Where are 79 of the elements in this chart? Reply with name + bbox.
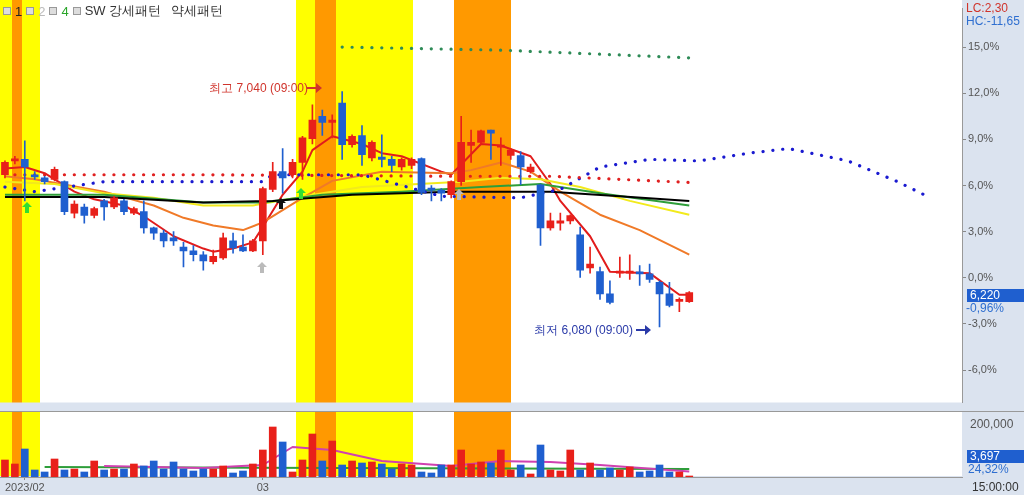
bar bbox=[20, 448, 29, 477]
bar bbox=[467, 463, 475, 477]
bar bbox=[209, 468, 218, 477]
y-tick-label: 3,0% bbox=[968, 224, 994, 237]
text: LC:2,30 bbox=[966, 1, 1009, 15]
bar bbox=[268, 426, 277, 477]
bar bbox=[100, 469, 108, 477]
bar bbox=[30, 469, 39, 477]
bar bbox=[318, 460, 327, 477]
bar bbox=[477, 461, 485, 477]
bar bbox=[169, 461, 178, 477]
y-tick-label: 0,0% bbox=[968, 270, 994, 283]
bar bbox=[506, 469, 515, 477]
bar bbox=[219, 465, 227, 477]
bar bbox=[576, 469, 585, 477]
bar bbox=[586, 462, 594, 477]
bar bbox=[566, 449, 575, 477]
bar bbox=[1, 459, 9, 477]
bar bbox=[50, 458, 59, 477]
bar bbox=[497, 449, 505, 477]
annotation: SW 강세패턴 bbox=[84, 2, 162, 20]
bar bbox=[90, 460, 99, 477]
text: 15:00:00 bbox=[972, 480, 1019, 494]
bar bbox=[278, 441, 287, 477]
annotation: 1 bbox=[15, 3, 23, 19]
x-tick-label: 2023/02 bbox=[4, 480, 45, 493]
text: 6,220 bbox=[967, 288, 1024, 302]
bar bbox=[229, 472, 237, 477]
candlestick bbox=[20, 140, 29, 202]
annotation: 약세패턴 bbox=[171, 2, 224, 20]
candlestick bbox=[378, 134, 386, 168]
bar bbox=[516, 464, 525, 477]
y-tick-label: -6,0% bbox=[968, 363, 997, 376]
bar bbox=[110, 468, 118, 477]
bar bbox=[457, 449, 465, 477]
bar bbox=[616, 469, 624, 477]
bar bbox=[199, 468, 208, 477]
text: HC:-11,65 bbox=[966, 14, 1020, 28]
bar bbox=[139, 465, 148, 477]
bar bbox=[249, 463, 257, 477]
text: 200,000 bbox=[970, 417, 1014, 431]
bar bbox=[487, 462, 495, 477]
y-tick-label: -3,0% bbox=[968, 316, 997, 329]
candlestick bbox=[487, 129, 495, 160]
bar bbox=[368, 461, 376, 477]
bar bbox=[358, 462, 366, 477]
candlestick bbox=[625, 254, 634, 280]
bar bbox=[635, 471, 644, 477]
bar bbox=[378, 463, 386, 477]
bar bbox=[239, 470, 247, 477]
bar bbox=[348, 460, 356, 477]
text: 3,697 bbox=[967, 449, 1024, 463]
bar bbox=[625, 466, 634, 477]
bar bbox=[387, 468, 396, 477]
y-tick-label: 9,0% bbox=[968, 132, 994, 145]
bar bbox=[606, 467, 614, 477]
candlestick bbox=[239, 234, 247, 252]
y-tick-label: 6,0% bbox=[968, 178, 994, 191]
bar bbox=[596, 469, 604, 477]
annotation: 최저 6,080 (09:00) bbox=[534, 323, 633, 337]
text: -0,96% bbox=[966, 301, 1005, 315]
bar bbox=[338, 464, 346, 477]
bar bbox=[130, 463, 138, 477]
annotation: 4 bbox=[61, 3, 69, 19]
y-tick-label: 12,0% bbox=[968, 86, 1000, 99]
bar bbox=[258, 449, 267, 477]
bar bbox=[120, 468, 128, 477]
text: 24,32% bbox=[968, 462, 1009, 476]
x-tick-label: 03 bbox=[256, 480, 269, 493]
bar bbox=[308, 433, 317, 477]
bar bbox=[11, 463, 19, 477]
bar bbox=[447, 464, 456, 477]
bar bbox=[149, 460, 158, 477]
candlestick bbox=[616, 256, 624, 278]
bar bbox=[328, 440, 337, 477]
y-tick-label: 15,0% bbox=[968, 40, 1000, 53]
bar bbox=[80, 471, 89, 477]
bar bbox=[536, 444, 545, 477]
candlestick bbox=[586, 246, 594, 274]
